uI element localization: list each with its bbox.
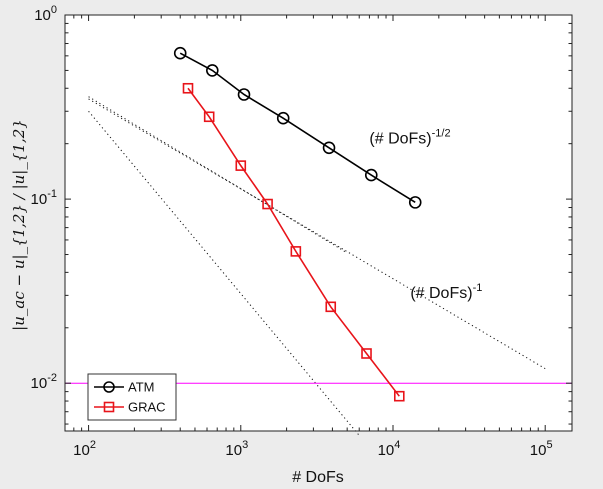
x-tick-label: 105: [530, 439, 553, 459]
point-atm: [364, 168, 378, 182]
series-line-grac: [187, 87, 400, 397]
x-axis-label: # DoFs: [292, 469, 344, 486]
point-atm: [206, 64, 219, 77]
tick-labels: 102 103 104 105 10-2 10-1 100: [31, 4, 553, 459]
legend-label-grac: GRAC: [128, 400, 166, 415]
point-grac: [182, 82, 194, 94]
slope-annotation-1: (# DoFs)-1/2: [369, 128, 450, 148]
legend-marker-grac: [103, 401, 115, 413]
legend-label-atm: ATM: [128, 380, 154, 395]
point-atm: [408, 196, 422, 209]
point-grac: [361, 348, 372, 359]
series-line-atm: [179, 52, 416, 204]
y-tick-label: 10-1: [31, 188, 57, 208]
x-tick-label: 102: [73, 439, 96, 459]
annotations: (# DoFs)-1/2 (# DoFs)-1: [369, 128, 482, 302]
legend: ATM GRAC: [87, 373, 177, 421]
y-tick-label: 100: [34, 4, 57, 24]
point-atm: [237, 88, 251, 101]
reference-line-2: [88, 98, 546, 370]
point-grac: [393, 390, 405, 402]
plot-area: [65, 15, 572, 431]
legend-marker-atm: [103, 381, 115, 393]
point-atm: [276, 111, 290, 125]
x-tick-label: 103: [225, 439, 248, 459]
point-atm: [322, 141, 336, 155]
legend-box: [87, 373, 177, 421]
point-grac: [262, 198, 273, 210]
point-grac: [203, 111, 215, 123]
tick-marks: [64, 14, 572, 431]
series-group: [173, 46, 422, 402]
reference-lines: [88, 96, 546, 436]
point-atm: [173, 46, 187, 60]
point-grac: [235, 160, 247, 171]
y-tick-label: 10-2: [31, 372, 57, 392]
reference-line-3: [88, 110, 360, 436]
plot-frame: [64, 14, 573, 432]
x-tick-label: 104: [378, 439, 401, 459]
point-grac: [325, 301, 337, 313]
y-axis-label: |u_ac − u|_{1,2} / |u|_{1,2}: [10, 119, 28, 331]
slope-annotation-2: (# DoFs)-1: [410, 282, 482, 302]
point-grac: [290, 246, 302, 257]
